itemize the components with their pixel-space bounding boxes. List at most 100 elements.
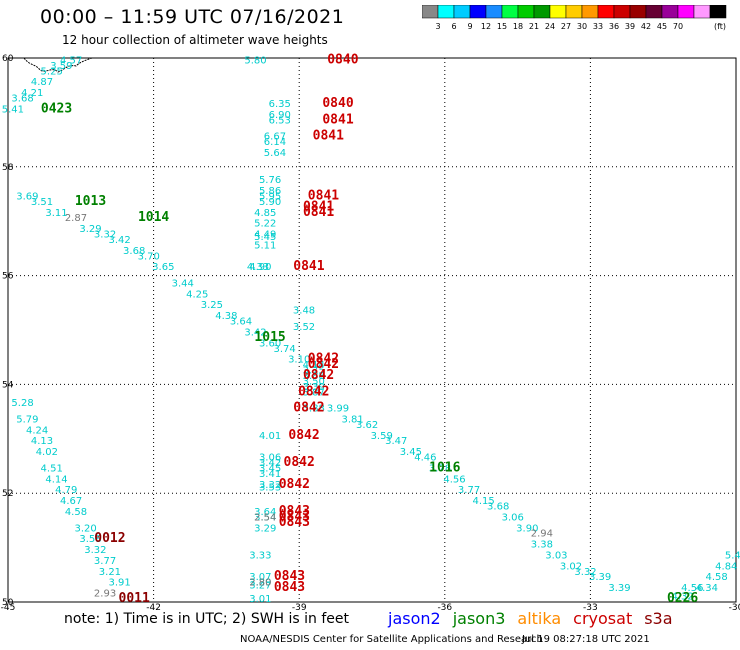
pass-time-label: 0011 (119, 591, 150, 606)
pass-time-label: 0842 (288, 428, 319, 443)
colorbar-label: 21 (529, 22, 539, 31)
pass-time-label: 0841 (322, 112, 353, 127)
wave-height-value: 6.35 (269, 99, 291, 110)
colorbar-label: 45 (657, 22, 667, 31)
pass-time-label: 1016 (429, 460, 460, 475)
wave-height-value: 4.84 (715, 561, 737, 572)
lon-tick-label: -30 (729, 603, 740, 613)
wave-height-value: 3.64 (254, 507, 276, 518)
mission-legend-altika: altika (517, 609, 562, 628)
pass-time-label: 0843 (279, 515, 310, 530)
pass-time-label: 0841 (293, 259, 324, 274)
wave-height-value: 4.14 (303, 360, 325, 371)
wave-height-value: 3.99 (327, 404, 349, 415)
wave-height-value: 5.90 (259, 197, 281, 208)
wave-height-value-low: 2.87 (65, 213, 87, 224)
wave-height-value: 3.45 (400, 447, 422, 458)
mission-legend: jason2 jason3 altika cryosat s3a (388, 609, 685, 628)
wave-height-value: 6.67 (264, 132, 286, 143)
pass-time-label: 0012 (94, 531, 125, 546)
pass-time-label: 0843 (274, 580, 305, 595)
wave-height-value: 3.11 (45, 208, 67, 219)
wave-height-value: 3.10 (288, 355, 310, 366)
lon-tick-label: -45 (1, 603, 16, 613)
wave-height-value: 3.25 (201, 300, 223, 311)
wave-height-value: 3.07 (249, 572, 271, 583)
wave-height-value-low: 2.93 (94, 589, 116, 600)
pass-time-label: 0842 (298, 384, 329, 399)
mission-legend-jason3: jason3 (452, 609, 506, 628)
wave-height-value-low: 2.54 (254, 512, 276, 523)
wave-height-value: 3.29 (249, 578, 271, 589)
wave-height-value: 3.54 (254, 512, 276, 523)
wave-height-value: 6.14 (264, 137, 286, 148)
wave-height-value: 3.88 (303, 371, 325, 382)
wave-height-value: 4.02 (36, 447, 58, 458)
wave-height-value: 4.58 (65, 507, 87, 518)
wave-height-value: 3.41 (259, 469, 281, 480)
wave-height-value: 3.65 (152, 262, 174, 273)
wave-height-value: 3.32 (574, 567, 596, 578)
colorbar-label: 27 (561, 22, 571, 31)
pass-time-label: 0843 (279, 504, 310, 519)
lon-tick-label: -39 (292, 603, 307, 613)
wave-height-value: 6.90 (269, 110, 291, 121)
wave-height-value: 4.32 (671, 591, 693, 602)
wave-height-value: 3.06 (502, 512, 524, 523)
lat-tick-label: 52 (2, 489, 13, 499)
wave-height-value: 3.20 (75, 523, 97, 534)
colorbar-label: 39 (625, 22, 635, 31)
wave-height-value: 3.52 (293, 322, 315, 333)
wave-height-value: 4.33 (247, 262, 269, 273)
pass-time-label: 0842 (308, 352, 339, 367)
wave-height-value: 3.60 (259, 338, 281, 349)
wave-height-value: 4.51 (41, 463, 63, 474)
pass-time-label: 0423 (41, 101, 72, 116)
wave-height-value: 3.21 (99, 567, 121, 578)
colorbar-label: 15 (497, 22, 507, 31)
pass-time-label: 1013 (75, 194, 106, 209)
wave-height-value: 3.87 (303, 387, 325, 398)
wave-height-value: 3.44 (172, 278, 194, 289)
wave-height-value: 5.25 (41, 66, 63, 77)
pass-time-label: 0840 (322, 96, 353, 111)
wave-height-value: 3.59 (50, 61, 72, 72)
wave-height-value: 3.42 (244, 327, 266, 338)
wave-height-value: 3.68 (123, 246, 145, 257)
wave-height-value: 3.88 (303, 404, 325, 415)
wave-height-value: 3.59 (371, 431, 393, 442)
wave-height-value: 3.90 (516, 523, 538, 534)
map-frame (7, 57, 737, 603)
wave-height-value: 5.22 (254, 219, 276, 230)
credit-text: NOAA/NESDIS Center for Satellite Applica… (240, 634, 543, 645)
wave-height-value: 3.77 (94, 556, 116, 567)
wave-height-value: 3.39 (303, 382, 325, 393)
wave-height-value: 3.48 (293, 306, 315, 317)
wave-height-value: 3.06 (259, 453, 281, 464)
wave-height-value: 3.33 (249, 550, 271, 561)
wave-height-value: 3.32 (259, 480, 281, 491)
colorbar-label: 70 (673, 22, 683, 31)
wave-height-value: 4.34 (696, 583, 718, 594)
wave-height-value: 3.39 (608, 583, 630, 594)
pass-time-label: 0842 (303, 368, 334, 383)
wave-height-value: 4.79 (55, 485, 77, 496)
pass-time-label: 0843 (279, 509, 310, 524)
wave-height-value-low: 2.94 (531, 529, 553, 540)
wave-height-value: 5.42 (725, 550, 740, 561)
wave-height-value: 4.15 (472, 496, 494, 507)
wave-height-value: 3.81 (341, 414, 363, 425)
colorbar-label: 33 (593, 22, 603, 31)
wave-height-value: 4.25 (186, 289, 208, 300)
wave-height-value: 3.38 (531, 540, 553, 551)
wave-height-value: 3.74 (274, 344, 296, 355)
wave-height-value: 5.45 (254, 232, 276, 243)
pass-time-label: 0841 (313, 129, 344, 144)
wave-height-value: 4.85 (254, 208, 276, 219)
wave-height-value: 3.42 (259, 458, 281, 469)
wave-height-value: 5.86 (259, 186, 281, 197)
wave-height-value: 4.24 (26, 425, 48, 436)
lat-tick-label: 60 (2, 54, 14, 64)
wave-height-value: 4.58 (705, 572, 727, 583)
wave-height-value: 4.56 (443, 474, 465, 485)
